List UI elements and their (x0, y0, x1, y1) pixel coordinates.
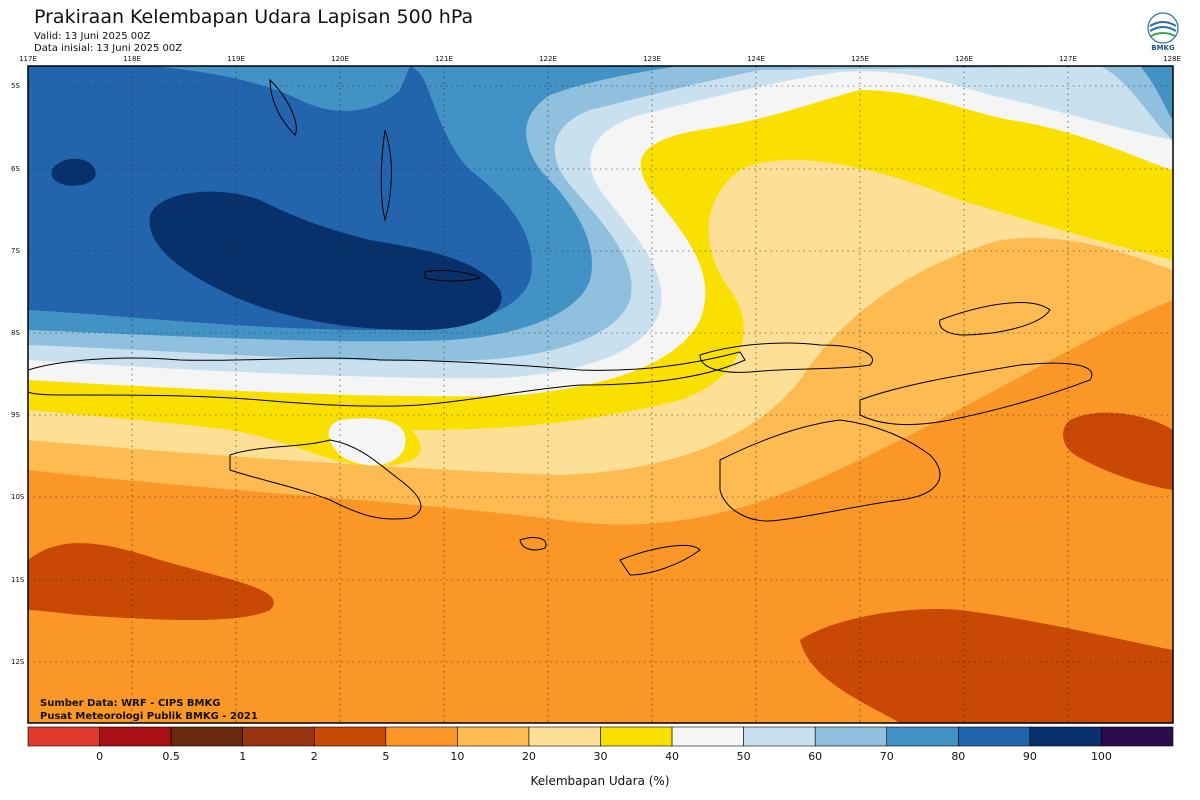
colorbar-tick-label: 50 (736, 750, 751, 763)
colorbar-swatch (313, 726, 387, 747)
colorbar-swatch (671, 726, 744, 747)
colorbar-swatch (457, 726, 530, 747)
colorbar-tick-label: 5 (382, 750, 390, 763)
colorbar-swatch (99, 726, 172, 747)
longitude-tick-label: 121E (435, 55, 453, 63)
colorbar-tick-label: 60 (808, 750, 823, 763)
colorbar-swatch (27, 726, 100, 747)
longitude-tick-label: 122E (539, 55, 557, 63)
colorbar-swatch (1029, 726, 1102, 747)
longitude-tick-label: 124E (747, 55, 765, 63)
colorbar-swatch (600, 726, 673, 747)
latitude-tick-label: 6S (11, 165, 20, 173)
latitude-tick-label: 10S (11, 493, 25, 501)
publisher: Pusat Meteorologi Publik BMKG - 2021 (40, 711, 258, 722)
latitude-tick-label: 11S (11, 576, 25, 584)
longitude-tick-label: 119E (227, 55, 245, 63)
colorbar-tick-label: 90 (1022, 750, 1037, 763)
colorbar (27, 726, 1174, 747)
logo-text: BMKG (1151, 44, 1175, 52)
colorbar-tick-label: 20 (521, 750, 536, 763)
colorbar-swatch (528, 726, 601, 747)
colorbar-tick-label: 1 (239, 750, 247, 763)
longitude-tick-label: 125E (851, 55, 869, 63)
latitude-tick-label: 7S (11, 247, 20, 255)
colorbar-tick-label: 100 (1090, 750, 1112, 763)
longitude-tick-label: 120E (331, 55, 349, 63)
colorbar-swatch (170, 726, 243, 747)
colorbar-tick-label: 2 (310, 750, 318, 763)
coastlines (28, 78, 1093, 576)
longitude-tick-label: 118E (123, 55, 141, 63)
colorbar-tick-label: 0.5 (162, 750, 180, 763)
colorbar-swatch (385, 726, 458, 747)
colorbar-swatch (242, 726, 315, 747)
initial-time: Data inisial: 13 Juni 2025 00Z (34, 43, 183, 54)
colorbar-swatch (958, 726, 1031, 747)
colorbar-tick-label: 70 (879, 750, 894, 763)
colorbar-swatch (886, 726, 959, 747)
colorbar-tick-label: 30 (593, 750, 608, 763)
bmkg-logo-icon (1147, 12, 1179, 44)
colorbar-tick-label: 40 (665, 750, 680, 763)
colorbar-swatch (1101, 726, 1174, 747)
latitude-tick-label: 9S (11, 411, 20, 419)
longitude-tick-label: 128E (1163, 55, 1181, 63)
page-title: Prakiraan Kelembapan Udara Lapisan 500 h… (34, 6, 474, 28)
map-frame (27, 65, 1174, 724)
colorbar-tick-label: 80 (951, 750, 966, 763)
longitude-tick-label: 123E (643, 55, 661, 63)
colorbar-swatch (814, 726, 888, 747)
humidity-field (28, 66, 1173, 723)
latitude-tick-label: 12S (11, 658, 25, 666)
longitude-tick-label: 117E (19, 55, 37, 63)
longitude-tick-label: 127E (1059, 55, 1077, 63)
data-source: Sumber Data: WRF - CIPS BMKG (40, 698, 221, 709)
colorbar-swatch (743, 726, 816, 747)
colorbar-tick-label: 10 (450, 750, 465, 763)
valid-time: Valid: 13 Juni 2025 00Z (34, 31, 151, 42)
grid-lines (28, 66, 1173, 723)
colorbar-tick-label: 0 (96, 750, 104, 763)
latitude-tick-label: 5S (11, 82, 20, 90)
latitude-tick-label: 8S (11, 329, 20, 337)
colorbar-title: Kelembapan Udara (%) (530, 774, 670, 788)
longitude-tick-label: 126E (955, 55, 973, 63)
